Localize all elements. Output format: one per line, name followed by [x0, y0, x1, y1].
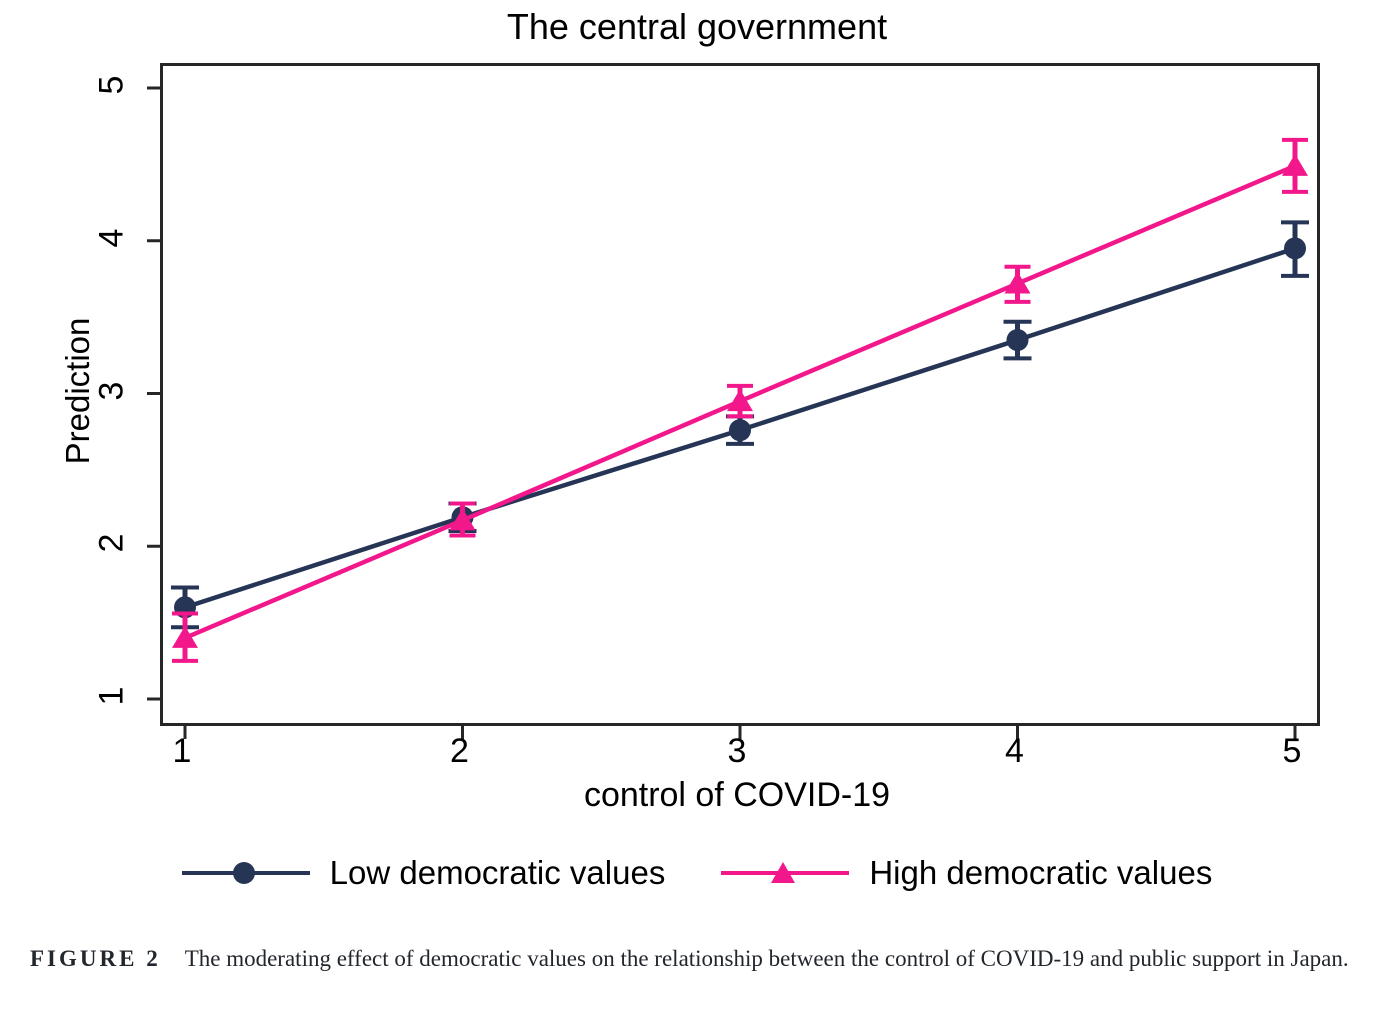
data-point-triangle	[1282, 153, 1308, 176]
x-axis-title: control of COVID-19	[583, 776, 891, 814]
legend-marker-triangle-icon	[721, 862, 850, 883]
y-tick-label: 1	[92, 686, 131, 706]
x-tick-label: 1	[172, 732, 192, 770]
y-tick-label: 2	[92, 533, 131, 553]
x-tick-label: 3	[727, 732, 747, 770]
chart-title: The central government	[506, 6, 888, 47]
y-tick-label: 3	[92, 381, 131, 400]
x-tick-label: 5	[1282, 732, 1302, 770]
legend: Low democratic values High democratic va…	[0, 854, 1394, 892]
legend-item-high-democratic-values: High democratic values	[721, 854, 1212, 892]
data-point-triangle	[449, 508, 476, 531]
y-axis-title: Prediction	[59, 317, 96, 465]
data-point-triangle	[727, 389, 753, 412]
figure-caption: FIGURE 2 The moderating effect of democra…	[30, 942, 1380, 976]
y-tick-label: 4	[92, 228, 131, 248]
data-point-circle	[1006, 329, 1029, 352]
x-tick-label: 4	[1005, 732, 1024, 770]
legend-marker-circle-icon	[181, 862, 310, 884]
legend-item-low-democratic-values: Low democratic values	[181, 854, 666, 892]
data-point-circle	[729, 419, 751, 442]
figure-caption-label: FIGURE 2	[30, 946, 161, 971]
plot-frame	[147, 63, 1320, 739]
legend-label-high: High democratic values	[869, 854, 1213, 891]
legend-label-low: Low democratic values	[329, 854, 666, 891]
figure-caption-text: The moderating effect of democratic valu…	[184, 946, 1349, 971]
data-point-circle	[1284, 237, 1306, 260]
data-point-triangle	[172, 625, 198, 648]
y-tick-label: 5	[92, 75, 131, 95]
plot-area-svg	[147, 86, 1309, 739]
data-point-triangle	[1004, 271, 1031, 294]
x-tick-label: 2	[450, 732, 469, 770]
